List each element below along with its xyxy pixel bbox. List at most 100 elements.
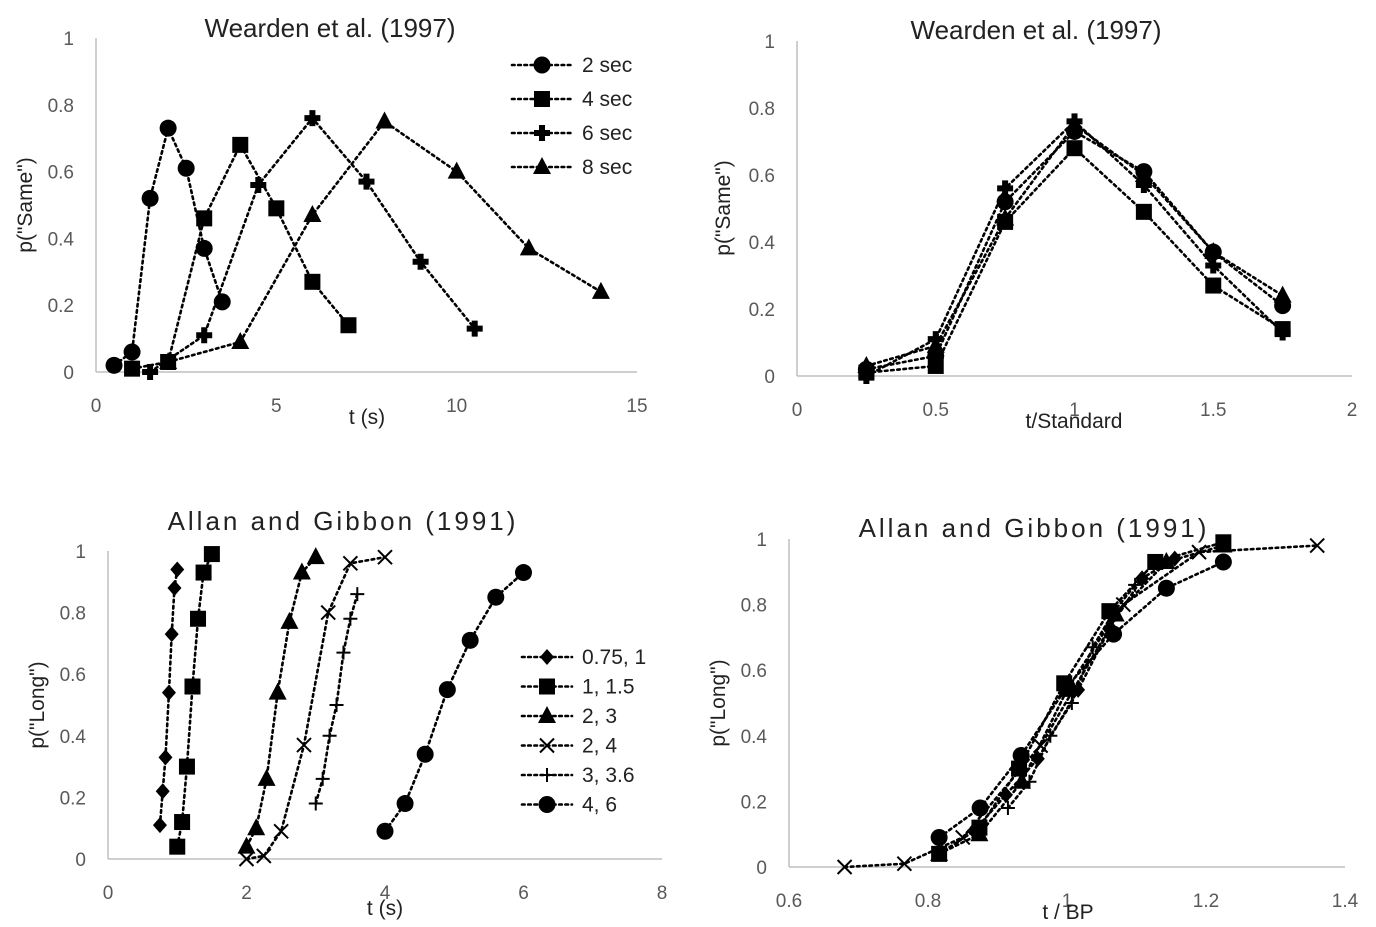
data-point-x-marker bbox=[836, 859, 853, 875]
y-tick-label: 0.2 bbox=[48, 296, 74, 317]
x-tick-label: 0 bbox=[91, 396, 102, 417]
data-point-square-marker bbox=[203, 546, 220, 563]
legend-label: 4, 6 bbox=[582, 794, 617, 817]
data-point-plus-marker bbox=[336, 645, 351, 660]
y-tick-label: 0.2 bbox=[749, 300, 775, 321]
data-point-plus-marker bbox=[343, 611, 358, 626]
data-point-plus-marker bbox=[1128, 577, 1143, 592]
data-point-triangle-marker bbox=[375, 111, 394, 129]
data-point-plus-marker bbox=[308, 796, 323, 811]
legend-label: 2 sec bbox=[582, 54, 632, 77]
y-tick-label: 0.4 bbox=[749, 233, 776, 254]
data-point-triangle-marker bbox=[857, 355, 876, 373]
data-point-x-marker bbox=[955, 829, 971, 846]
data-point-x-marker bbox=[896, 856, 913, 872]
data-point-square-marker bbox=[184, 678, 201, 695]
x-tick-label: 6 bbox=[518, 883, 529, 904]
y-tick-label: 0.6 bbox=[48, 163, 74, 184]
y-tick-label: 1 bbox=[63, 29, 74, 50]
data-point-diamond-marker bbox=[161, 684, 176, 701]
data-point-triangle-marker bbox=[1273, 285, 1292, 303]
x-tick-label: 10 bbox=[446, 396, 467, 417]
legend-entry: 4 sec bbox=[510, 88, 632, 111]
x-axis-label: t/Standard bbox=[1026, 410, 1123, 433]
y-tick-label: 0 bbox=[756, 858, 767, 879]
series-x bbox=[836, 537, 1325, 875]
chart-panel-4: 0.6 0.8 1 1.2 1.4 0 0.2 0.4 0.6 0.8 1 Allan and Gib… bbox=[707, 513, 1359, 924]
chart-panel-3: 0 2 4 6 8 0 0.2 0.4 0.6 0.8 1 Allan and Gibbon (199… bbox=[26, 506, 667, 920]
x-tick-label: 2 bbox=[241, 883, 252, 904]
legend-label: 4 sec bbox=[582, 88, 632, 111]
data-point-x-marker bbox=[1309, 537, 1325, 554]
data-point-triangle-marker bbox=[447, 161, 466, 179]
data-point-plus-marker bbox=[1022, 774, 1037, 789]
data-point-x-marker bbox=[238, 851, 255, 867]
chart-title: Allan and Gibbon (1991) bbox=[859, 513, 1210, 543]
legend-square-marker bbox=[534, 91, 550, 107]
legend-label: 0.75, 1 bbox=[582, 646, 646, 669]
x-tick-label: 0 bbox=[103, 883, 114, 904]
data-point-x-marker bbox=[342, 555, 359, 572]
legend-label: 8 sec bbox=[582, 156, 632, 179]
y-tick-label: 0 bbox=[764, 367, 775, 388]
series-cross bbox=[142, 110, 483, 380]
data-point-circle-marker bbox=[105, 356, 123, 374]
x-tick-label: 1.4 bbox=[1332, 891, 1359, 912]
legend-entry: 0.75, 1 bbox=[520, 646, 646, 669]
data-point-square-marker bbox=[232, 136, 249, 153]
legend-triangle-marker bbox=[538, 706, 556, 723]
data-point-triangle-marker bbox=[268, 682, 287, 700]
data-point-triangle-marker bbox=[996, 208, 1015, 226]
data-point-circle-marker bbox=[1105, 625, 1123, 643]
data-point-square-marker bbox=[304, 273, 321, 290]
y-tick-label: 0.2 bbox=[60, 788, 86, 809]
data-point-circle-marker bbox=[416, 745, 434, 763]
legend-circle-marker bbox=[538, 796, 556, 813]
legend-entry: 2, 4 bbox=[520, 735, 617, 758]
data-point-square-marker bbox=[1066, 140, 1083, 157]
chart-title: Wearden et al. (1997) bbox=[911, 15, 1162, 45]
data-point-triangle-marker bbox=[970, 824, 989, 842]
data-point-circle-marker bbox=[930, 828, 948, 846]
series-square bbox=[169, 546, 220, 855]
series-line bbox=[166, 119, 603, 364]
legend-label: 2, 3 bbox=[582, 705, 617, 728]
legend-cross-marker bbox=[534, 125, 550, 141]
data-point-triangle-marker bbox=[1214, 535, 1233, 553]
legend-entry: 3, 3.6 bbox=[520, 764, 635, 787]
series-line bbox=[175, 552, 214, 848]
legend: 2 sec 4 sec 6 sec 8 sec bbox=[510, 54, 632, 179]
series-plus bbox=[308, 587, 365, 811]
data-point-circle-marker bbox=[438, 681, 456, 699]
data-point-circle-marker bbox=[487, 588, 505, 606]
series-line bbox=[843, 544, 1319, 869]
data-point-triangle-marker bbox=[1065, 114, 1084, 132]
data-point-plus-marker bbox=[350, 587, 365, 602]
series-triangle bbox=[159, 111, 610, 369]
y-tick-label: 0.6 bbox=[749, 166, 775, 187]
y-tick-label: 1 bbox=[764, 32, 775, 53]
data-point-plus-marker bbox=[1043, 728, 1058, 743]
y-tick-label: 0.6 bbox=[60, 665, 86, 686]
data-point-diamond-marker bbox=[152, 817, 167, 834]
data-point-circle-marker bbox=[1012, 746, 1030, 764]
data-point-x-marker bbox=[256, 848, 272, 864]
series-triangle bbox=[857, 114, 1292, 373]
x-tick-label: 15 bbox=[626, 396, 647, 417]
data-point-cross-marker bbox=[142, 364, 159, 380]
series-line bbox=[937, 560, 1225, 839]
y-tick-label: 1 bbox=[75, 542, 86, 563]
x-tick-label: 1 bbox=[1062, 891, 1073, 912]
series-circle bbox=[930, 553, 1232, 846]
data-point-circle-marker bbox=[515, 564, 532, 582]
series-triangle bbox=[237, 547, 325, 854]
data-point-triangle-marker bbox=[303, 205, 322, 223]
data-point-x-marker bbox=[296, 737, 312, 753]
x-tick-label: 1 bbox=[1069, 400, 1080, 421]
x-tick-label: 0.6 bbox=[776, 891, 802, 912]
data-point-x-marker bbox=[320, 604, 336, 621]
legend-x-marker bbox=[539, 737, 555, 754]
data-point-plus-marker bbox=[1107, 604, 1122, 619]
data-point-square-marker bbox=[1205, 277, 1222, 294]
